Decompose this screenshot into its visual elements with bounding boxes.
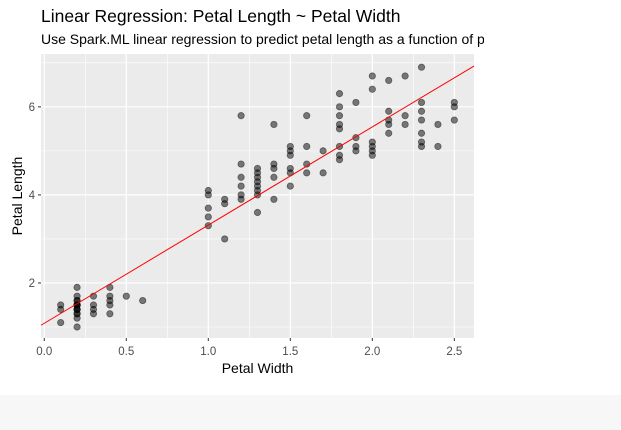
data-point: [237, 160, 245, 168]
data-point: [417, 116, 426, 124]
data-point: [385, 116, 393, 124]
x-axis-label: Petal Width: [222, 360, 294, 376]
data-point: [270, 173, 278, 181]
data-point: [303, 112, 311, 120]
data-point: [385, 129, 393, 137]
data-point: [57, 301, 65, 309]
data-point: [89, 310, 98, 318]
grid-minor: [41, 54, 474, 338]
data-point: [57, 318, 65, 327]
data-point: [221, 235, 229, 243]
data-point: [417, 107, 426, 115]
data-point: [303, 142, 311, 151]
data-point: [237, 112, 245, 120]
chart-title: Linear Regression: Petal Length ~ Petal …: [41, 6, 401, 26]
data-point: [303, 169, 311, 177]
x-tick-label: 2.0: [364, 346, 380, 358]
data-point: [335, 112, 344, 120]
data-point: [335, 90, 344, 98]
data-point: [286, 182, 294, 190]
data-point: [434, 120, 442, 129]
data-point: [253, 208, 262, 217]
figure: Linear Regression: Petal Length ~ Petal …: [9, 6, 484, 376]
chart-subtitle: Use Spark.ML linear regression to predic…: [41, 31, 484, 47]
data-point: [417, 138, 426, 146]
data-point: [401, 72, 409, 80]
data-point: [352, 98, 360, 107]
data-point: [335, 103, 344, 111]
y-tick-label: 4: [29, 190, 36, 202]
data-point: [237, 191, 245, 199]
y-tick-label: 2: [29, 278, 35, 290]
data-point: [352, 142, 360, 151]
x-axis: 0.0 0.5 1.0 1.5 2.0 2.5: [36, 338, 462, 358]
data-point: [286, 142, 294, 151]
data-point: [417, 63, 426, 71]
data-point: [89, 301, 98, 309]
data-point: [73, 301, 81, 309]
data-point: [385, 76, 393, 85]
footer-band: [0, 395, 621, 430]
data-point: [237, 182, 245, 190]
data-point: [73, 283, 81, 291]
data-points: [57, 63, 458, 331]
data-point: [368, 85, 376, 93]
data-point: [204, 213, 212, 221]
data-point: [221, 195, 229, 203]
data-point: [368, 72, 376, 80]
data-point: [417, 98, 426, 107]
data-point: [335, 151, 344, 159]
data-point: [319, 147, 327, 155]
data-point: [319, 169, 327, 177]
data-point: [434, 142, 442, 151]
data-point: [286, 164, 294, 173]
data-point: [450, 98, 458, 107]
data-point: [204, 186, 212, 195]
scatter-plot: 0.0 0.5 1.0 1.5 2.0 2.5 2 4 6 Petal Width Petal…: [9, 54, 475, 376]
y-axis-label: Petal Length: [9, 157, 25, 236]
data-point: [73, 323, 81, 331]
data-point: [270, 160, 278, 168]
regression-line: [40, 65, 475, 326]
data-point: [335, 120, 344, 129]
x-tick-label: 0.0: [36, 346, 52, 358]
data-point: [139, 296, 147, 305]
x-tick-label: 1.0: [200, 346, 216, 358]
x-tick-label: 1.5: [282, 346, 298, 358]
data-point: [450, 116, 458, 124]
x-tick-label: 2.5: [446, 346, 462, 358]
data-point: [204, 204, 212, 212]
regression-line-group: [40, 65, 475, 326]
data-point: [122, 292, 130, 300]
data-point: [401, 112, 409, 120]
y-tick-label: 6: [29, 102, 35, 114]
data-point: [401, 120, 409, 129]
data-point: [73, 310, 81, 318]
data-point: [270, 195, 278, 203]
data-point: [253, 164, 262, 173]
data-point: [385, 107, 393, 115]
data-point: [106, 296, 114, 305]
data-point: [270, 120, 278, 129]
x-tick-label: 0.5: [118, 346, 134, 358]
data-point: [106, 310, 114, 318]
y-axis: 2 4 6: [29, 102, 41, 290]
data-point: [237, 173, 245, 181]
data-point: [368, 138, 376, 146]
data-point: [417, 129, 426, 137]
